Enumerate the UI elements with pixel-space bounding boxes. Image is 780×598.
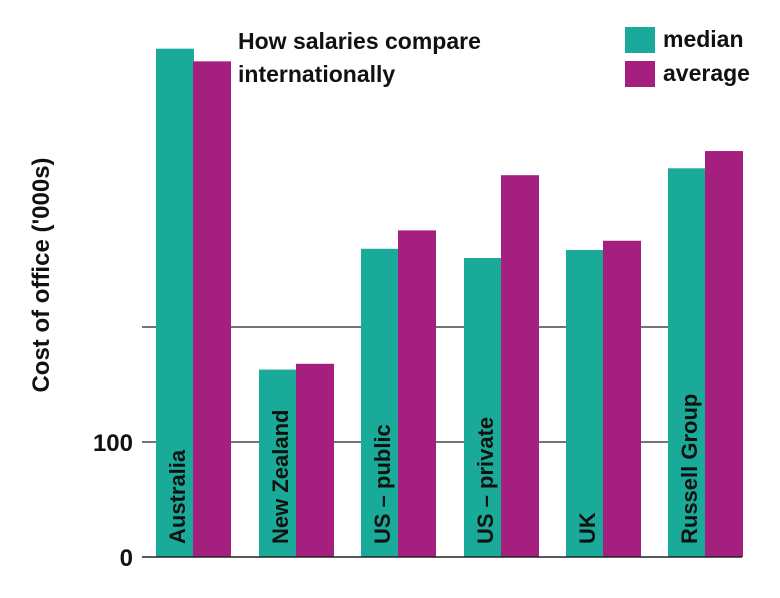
bar-average-0 <box>193 61 231 557</box>
bar-median-1 <box>259 369 297 557</box>
category-labels: Australia New Zealand US – public US – priv… <box>165 394 702 544</box>
bar-average-1 <box>296 363 334 557</box>
chart-title-line-1: internationally <box>238 61 395 87</box>
gridlines <box>142 326 742 443</box>
category-label-1: New Zealand <box>268 410 293 544</box>
chart-title: How salaries compare internationally <box>238 28 481 87</box>
category-label-5: Russell Group <box>677 394 702 544</box>
bar-median-2 <box>361 248 399 558</box>
bar-average-2 <box>398 230 436 557</box>
legend-label-median: median <box>663 26 744 52</box>
legend-label-average: average <box>663 60 750 86</box>
category-label-3: US – private <box>473 417 498 544</box>
bars <box>156 48 743 558</box>
category-label-2: US – public <box>370 424 395 544</box>
bar-median-0 <box>156 48 194 557</box>
bar-median-5 <box>668 168 706 558</box>
bar-average-4 <box>603 240 641 557</box>
y-axis-title: Cost of office ('000s) <box>28 157 55 392</box>
category-label-0: Australia <box>165 449 190 544</box>
bar-median-4 <box>566 249 604 557</box>
y-tick-label-0: 0 <box>120 545 133 572</box>
bar-average-3 <box>501 175 539 557</box>
bar-median-3 <box>464 258 502 557</box>
y-tick-labels: 0 100 <box>93 430 133 572</box>
legend-swatch-average <box>625 61 655 87</box>
legend-swatch-median <box>625 27 655 53</box>
y-tick-label-100: 100 <box>93 430 133 457</box>
bar-average-5 <box>705 151 743 558</box>
category-label-4: UK <box>575 512 600 544</box>
legend: median average <box>625 26 750 87</box>
chart-title-line-0: How salaries compare <box>238 28 481 54</box>
